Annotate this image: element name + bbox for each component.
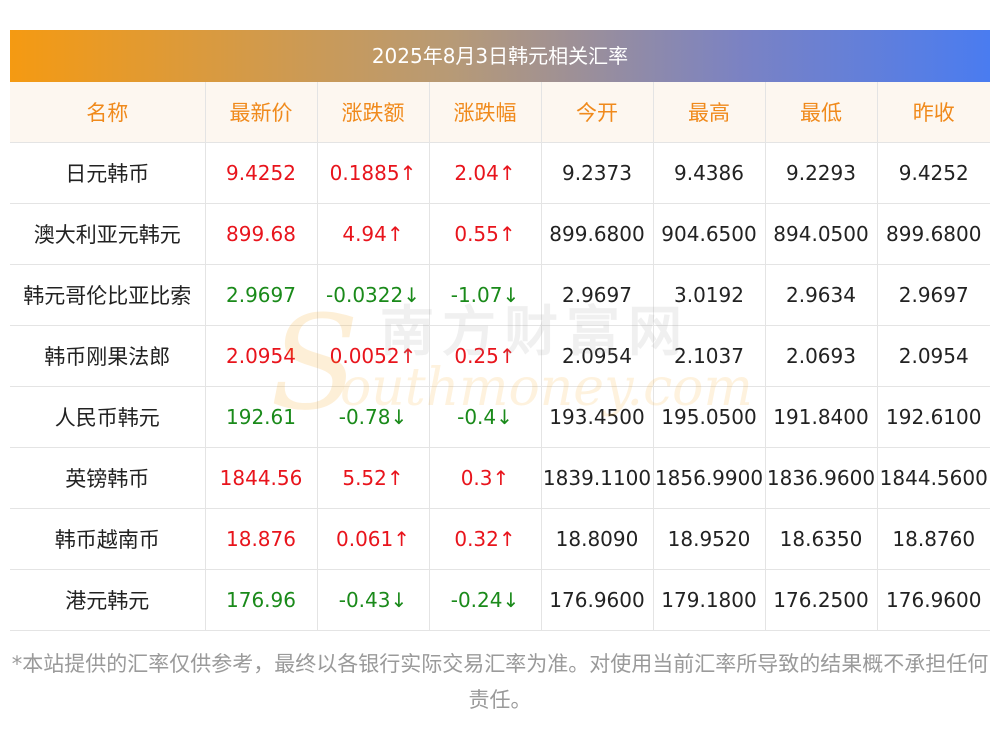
prev-close-price: 1844.5600 (877, 447, 990, 509)
latest-price: 2.9697 (205, 264, 318, 326)
table-row: 英镑韩币 1844.56 5.52↑ 0.3↑ 1839.1100 1856.9… (10, 447, 990, 509)
table-header-row: 名称 最新价 涨跌额 涨跌幅 今开 最高 最低 昨收 (10, 82, 990, 143)
low-price: 9.2293 (765, 142, 878, 204)
latest-price: 176.96 (205, 569, 318, 631)
low-price: 894.0500 (765, 203, 878, 265)
latest-price: 18.876 (205, 508, 318, 570)
table-row: 韩币刚果法郎 2.0954 0.0052↑ 0.25↑ 2.0954 2.103… (10, 325, 990, 387)
change-amount: -0.43↓ (317, 569, 430, 631)
low-price: 176.2500 (765, 569, 878, 631)
change-percent: 0.32↑ (429, 508, 542, 570)
low-price: 191.8400 (765, 386, 878, 448)
col-header-name: 名称 (10, 82, 206, 143)
table-row: 日元韩币 9.4252 0.1885↑ 2.04↑ 9.2373 9.4386 … (10, 142, 990, 204)
latest-price: 9.4252 (205, 142, 318, 204)
disclaimer-text: *本站提供的汇率仅供参考，最终以各银行实际交易汇率为准。对使用当前汇率所导致的结… (11, 652, 989, 712)
prev-close-price: 18.8760 (877, 508, 990, 570)
change-amount: 0.061↑ (317, 508, 430, 570)
high-price: 2.1037 (653, 325, 766, 387)
high-price: 9.4386 (653, 142, 766, 204)
change-percent: -0.4↓ (429, 386, 542, 448)
open-price: 899.6800 (541, 203, 654, 265)
currency-pair-name[interactable]: 日元韩币 (10, 142, 206, 204)
currency-pair-name[interactable]: 韩元哥伦比亚比索 (10, 264, 206, 326)
low-price: 2.9634 (765, 264, 878, 326)
open-price: 18.8090 (541, 508, 654, 570)
col-header-latest: 最新价 (205, 82, 318, 143)
col-header-high: 最高 (653, 82, 766, 143)
low-price: 18.6350 (765, 508, 878, 570)
latest-price: 192.61 (205, 386, 318, 448)
change-percent: 0.55↑ (429, 203, 542, 265)
currency-pair-name[interactable]: 人民币韩元 (10, 386, 206, 448)
high-price: 904.6500 (653, 203, 766, 265)
change-percent: 0.3↑ (429, 447, 542, 509)
open-price: 2.9697 (541, 264, 654, 326)
open-price: 176.9600 (541, 569, 654, 631)
high-price: 1856.9900 (653, 447, 766, 509)
open-price: 9.2373 (541, 142, 654, 204)
open-price: 1839.1100 (541, 447, 654, 509)
prev-close-price: 899.6800 (877, 203, 990, 265)
high-price: 195.0500 (653, 386, 766, 448)
col-header-change: 涨跌额 (317, 82, 430, 143)
prev-close-price: 9.4252 (877, 142, 990, 204)
latest-price: 1844.56 (205, 447, 318, 509)
col-header-change-pct: 涨跌幅 (429, 82, 542, 143)
change-percent: 0.25↑ (429, 325, 542, 387)
currency-pair-name[interactable]: 韩币越南币 (10, 508, 206, 570)
exchange-rate-table: 名称 最新价 涨跌额 涨跌幅 今开 最高 最低 昨收 日元韩币 9.4252 0… (10, 82, 990, 631)
high-price: 18.9520 (653, 508, 766, 570)
table-row: 人民币韩元 192.61 -0.78↓ -0.4↓ 193.4500 195.0… (10, 386, 990, 448)
low-price: 2.0693 (765, 325, 878, 387)
table-row: 港元韩元 176.96 -0.43↓ -0.24↓ 176.9600 179.1… (10, 569, 990, 631)
change-percent: 2.04↑ (429, 142, 542, 204)
table-row: 澳大利亚元韩元 899.68 4.94↑ 0.55↑ 899.6800 904.… (10, 203, 990, 265)
change-amount: -0.0322↓ (317, 264, 430, 326)
change-amount: 5.52↑ (317, 447, 430, 509)
prev-close-price: 2.9697 (877, 264, 990, 326)
currency-pair-name[interactable]: 澳大利亚元韩元 (10, 203, 206, 265)
change-amount: 0.1885↑ (317, 142, 430, 204)
change-amount: 4.94↑ (317, 203, 430, 265)
col-header-low: 最低 (765, 82, 878, 143)
latest-price: 2.0954 (205, 325, 318, 387)
currency-pair-name[interactable]: 港元韩元 (10, 569, 206, 631)
currency-pair-name[interactable]: 英镑韩币 (10, 447, 206, 509)
low-price: 1836.9600 (765, 447, 878, 509)
open-price: 2.0954 (541, 325, 654, 387)
prev-close-price: 192.6100 (877, 386, 990, 448)
prev-close-price: 176.9600 (877, 569, 990, 631)
high-price: 179.1800 (653, 569, 766, 631)
change-percent: -0.24↓ (429, 569, 542, 631)
table-row: 韩币越南币 18.876 0.061↑ 0.32↑ 18.8090 18.952… (10, 508, 990, 570)
change-amount: 0.0052↑ (317, 325, 430, 387)
col-header-open: 今开 (541, 82, 654, 143)
change-percent: -1.07↓ (429, 264, 542, 326)
change-amount: -0.78↓ (317, 386, 430, 448)
prev-close-price: 2.0954 (877, 325, 990, 387)
high-price: 3.0192 (653, 264, 766, 326)
page-title: 2025年8月3日韩元相关汇率 (10, 30, 990, 82)
currency-pair-name[interactable]: 韩币刚果法郎 (10, 325, 206, 387)
col-header-prev-close: 昨收 (877, 82, 990, 143)
open-price: 193.4500 (541, 386, 654, 448)
table-row: 韩元哥伦比亚比索 2.9697 -0.0322↓ -1.07↓ 2.9697 3… (10, 264, 990, 326)
latest-price: 899.68 (205, 203, 318, 265)
